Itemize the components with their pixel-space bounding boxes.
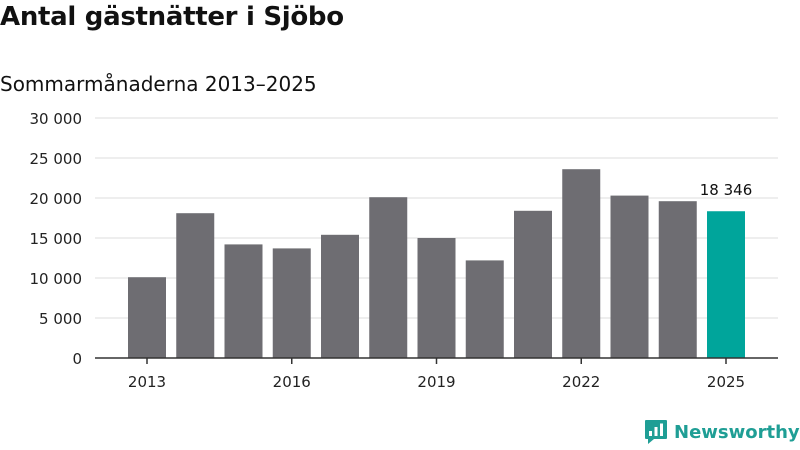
bar bbox=[417, 238, 456, 358]
bar bbox=[128, 277, 166, 358]
y-tick-label: 15 000 bbox=[30, 230, 83, 248]
y-tick-label: 20 000 bbox=[30, 190, 83, 208]
x-tick-label: 2025 bbox=[707, 373, 745, 391]
bar bbox=[272, 248, 311, 358]
brand-name: Newsworthy bbox=[674, 421, 800, 443]
bar bbox=[610, 195, 649, 358]
bar bbox=[176, 213, 215, 358]
x-tick-label: 2019 bbox=[417, 373, 455, 391]
x-tick-label: 2022 bbox=[562, 373, 600, 391]
bar bbox=[369, 197, 408, 358]
x-tick-label: 2016 bbox=[273, 373, 311, 391]
chart-title: Antal gästnätter i Sjöbo bbox=[0, 2, 344, 32]
bar bbox=[465, 260, 504, 358]
bar bbox=[562, 169, 601, 358]
x-tick-label: 2013 bbox=[128, 373, 166, 391]
bar bbox=[707, 211, 745, 358]
newsworthy-logo-icon bbox=[645, 420, 667, 444]
bar bbox=[224, 244, 263, 358]
newsworthy-logo[interactable]: Newsworthy bbox=[644, 419, 800, 445]
y-tick-label: 0 bbox=[72, 350, 82, 368]
y-tick-label: 10 000 bbox=[30, 270, 83, 288]
chart-subtitle: Sommarmånaderna 2013–2025 bbox=[0, 72, 317, 96]
bar bbox=[321, 234, 359, 358]
y-tick-label: 30 000 bbox=[30, 110, 83, 128]
y-tick-label: 5 000 bbox=[39, 310, 82, 328]
bar bbox=[514, 210, 552, 358]
data-label: 18 346 bbox=[700, 181, 753, 199]
bar bbox=[658, 201, 697, 358]
y-tick-label: 25 000 bbox=[30, 150, 83, 168]
